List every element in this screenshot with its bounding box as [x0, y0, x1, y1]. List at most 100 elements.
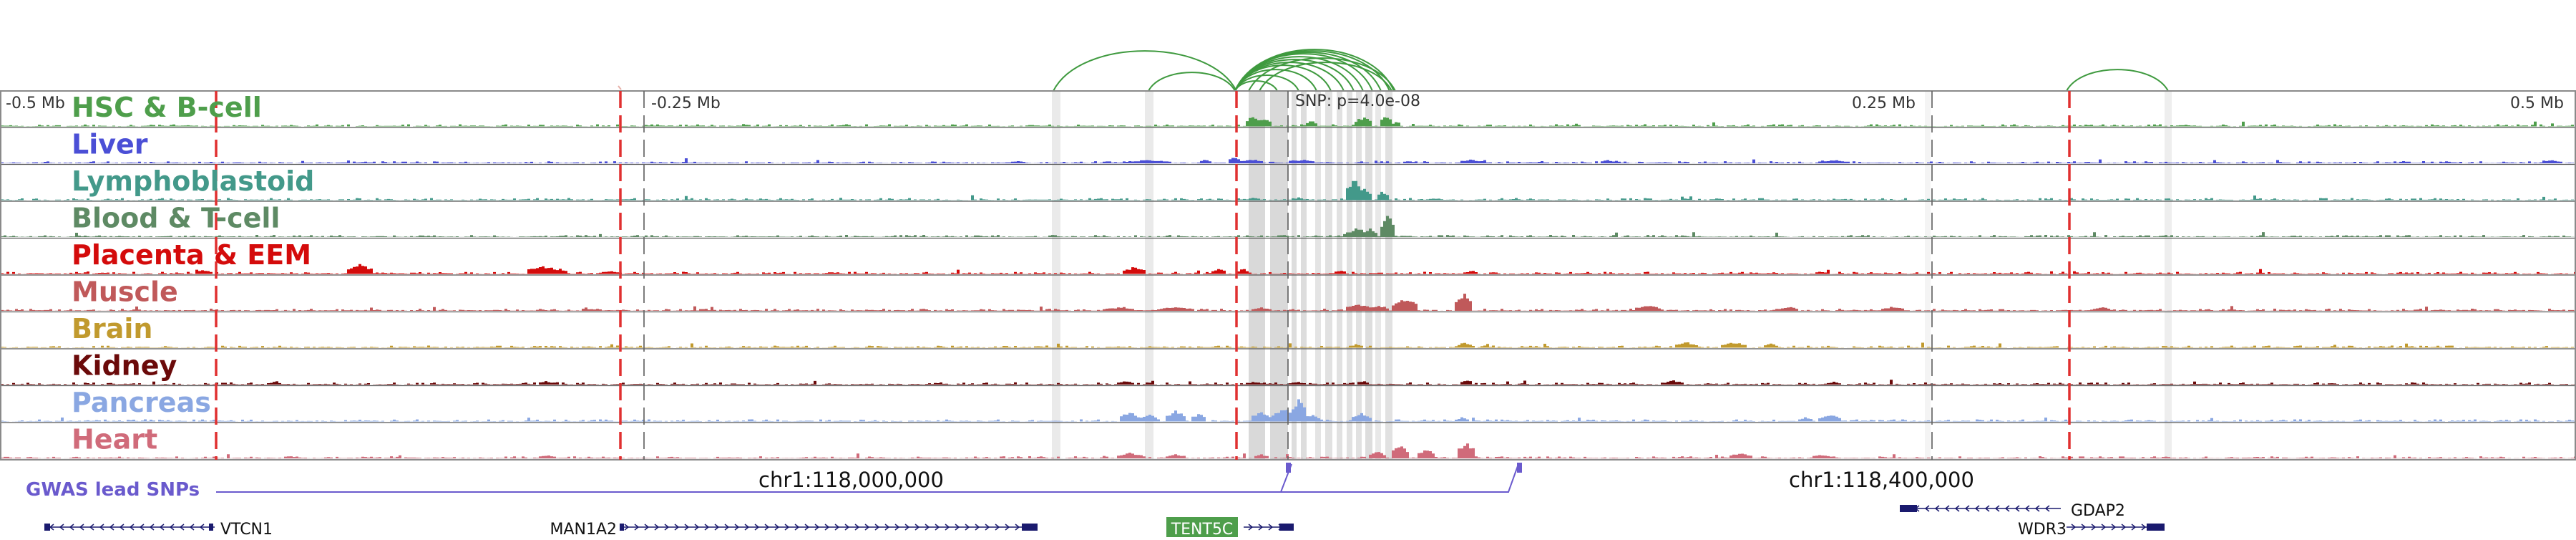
track-label-4: Blood & T-cell	[72, 203, 280, 234]
scale-label-plus-half: 0.5 Mb	[2510, 95, 2564, 112]
track-signal	[1, 117, 2576, 127]
snp-pvalue-label: SNP: p=4.0e-08	[1295, 92, 1420, 110]
strand-arrow	[1994, 505, 2000, 512]
strand-arrow	[1974, 505, 1980, 512]
strand-arrow	[644, 524, 650, 531]
track-label-2: Liver	[72, 129, 148, 160]
chromatin-loop-arc	[1053, 50, 1237, 92]
chromatin-loops	[1053, 49, 2169, 92]
exon-block	[1900, 505, 1917, 512]
gwas-connector-line	[216, 463, 1292, 493]
strand-arrow	[99, 524, 104, 531]
gene-label-gdap2: GDAP2	[2071, 502, 2125, 520]
strand-arrow	[985, 524, 990, 531]
strand-arrow	[654, 524, 660, 531]
strand-arrow	[1984, 505, 1990, 512]
strand-arrow	[864, 524, 870, 531]
gene-label-vtcn1: VTCN1	[220, 521, 273, 537]
strand-arrow	[774, 524, 780, 531]
strand-arrow	[1268, 524, 1274, 531]
strand-arrow	[754, 524, 760, 531]
exon-block	[1022, 524, 1038, 531]
strand-arrow	[2024, 505, 2030, 512]
track-label-9: Pancreas	[72, 387, 211, 418]
strand-arrow	[149, 524, 155, 531]
track-label-7: Brain	[72, 313, 152, 344]
strand-arrow	[804, 524, 810, 531]
strand-arrow	[79, 524, 84, 531]
strand-arrow	[1005, 524, 1010, 531]
strand-arrow	[975, 524, 980, 531]
chromatin-loop-arc	[1248, 57, 1396, 92]
gene-man1a2: MAN1A2	[550, 521, 1038, 539]
track-label-3: Lymphoblastoid	[72, 165, 314, 197]
strand-arrow	[734, 524, 740, 531]
strand-arrow	[89, 524, 94, 531]
chromatin-loop-arc	[1234, 49, 1395, 92]
strand-arrow	[139, 524, 145, 531]
strand-arrow	[744, 524, 750, 531]
track-signal	[1, 342, 2576, 348]
track-label-5: Placenta & EEM	[72, 239, 311, 271]
gwas-connector-line	[1281, 463, 1519, 493]
track-labels: HSC & B-cell Liver Lymphoblastoid Blood & T…	[72, 92, 314, 455]
strand-arrow	[624, 524, 630, 531]
gwas-label: GWAS lead SNPs	[26, 479, 200, 501]
gene-vtcn1: VTCN1	[44, 521, 273, 539]
scale-label-minus-quarter: -0.25 Mb	[651, 95, 721, 112]
track-signal	[1, 380, 2576, 385]
strand-arrow	[2081, 524, 2087, 531]
track-signal	[1, 216, 2576, 237]
chromatin-loop-arc	[2066, 69, 2169, 92]
gene-tent5c: TENT5C	[1166, 517, 1294, 539]
strand-arrow	[2014, 505, 2020, 512]
strand-arrow	[2131, 524, 2137, 531]
strand-arrow	[955, 524, 960, 531]
exon-block	[620, 524, 624, 531]
strand-arrow	[995, 524, 1000, 531]
track-label-1: HSC & B-cell	[72, 92, 262, 123]
top-tick	[618, 85, 622, 90]
exon-block	[44, 524, 50, 531]
strand-arrow	[1248, 524, 1254, 531]
signal-track-2	[1, 158, 2576, 165]
gwas-connector	[216, 463, 1522, 493]
strand-arrow	[935, 524, 940, 531]
strand-arrow	[109, 524, 114, 531]
track-label-8: Kidney	[72, 350, 177, 382]
strand-arrow	[189, 524, 195, 531]
gene-gdap2: GDAP2	[1900, 502, 2125, 520]
strand-arrow	[2121, 524, 2127, 531]
strand-arrow	[784, 524, 790, 531]
strand-arrow	[684, 524, 690, 531]
exon-block	[1279, 524, 1294, 531]
strand-arrow	[1924, 505, 1930, 512]
strand-arrow	[814, 524, 820, 531]
strand-arrow	[694, 524, 700, 531]
strand-arrow	[834, 524, 840, 531]
strand-arrow	[904, 524, 910, 531]
strand-arrow	[674, 524, 680, 531]
strand-arrow	[854, 524, 860, 531]
scale-label-plus-quarter: 0.25 Mb	[1852, 95, 1916, 112]
gwas-snp-marker	[1517, 463, 1522, 473]
strand-arrow	[2111, 524, 2117, 531]
marker-lines	[215, 85, 2071, 460]
gene-highlight-box	[1166, 517, 1238, 539]
strand-arrow	[884, 524, 890, 531]
strand-arrow	[199, 524, 205, 531]
strand-arrow	[894, 524, 900, 531]
strand-arrow	[1258, 524, 1264, 531]
strand-arrow	[2034, 505, 2040, 512]
strand-arrow	[664, 524, 670, 531]
track-label-10: Heart	[72, 424, 157, 455]
strand-arrow	[2004, 505, 2010, 512]
strand-arrow	[2091, 524, 2097, 531]
strand-arrow	[169, 524, 175, 531]
chromatin-loop-arc	[1234, 74, 1299, 92]
strand-arrow	[159, 524, 165, 531]
strand-arrow	[945, 524, 950, 531]
exon-block	[209, 524, 213, 531]
